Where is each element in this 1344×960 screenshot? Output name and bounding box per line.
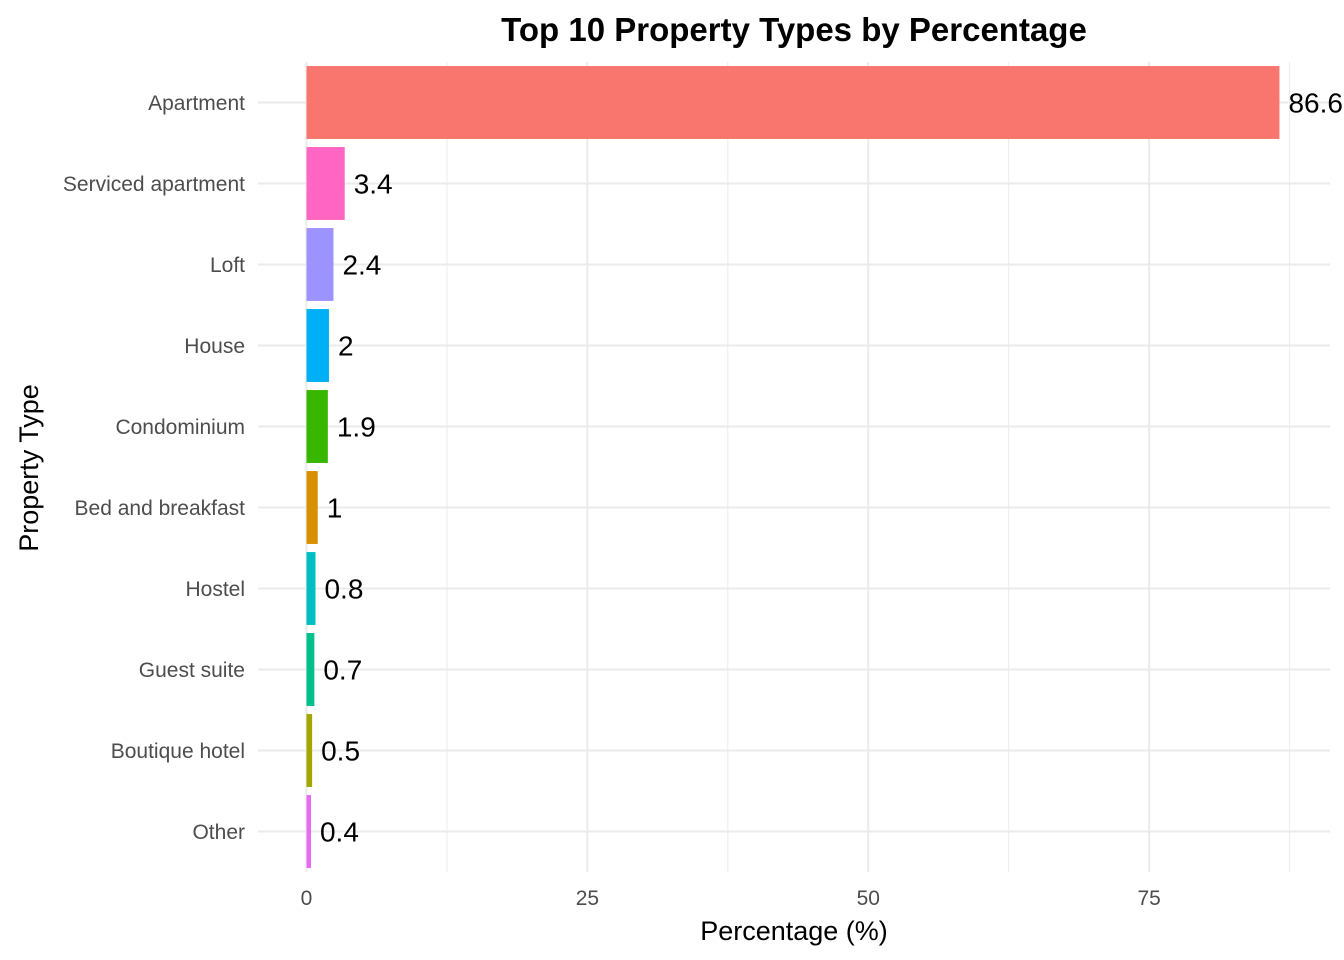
y-tick-label: Serviced apartment (63, 173, 245, 196)
value-label: 1 (327, 493, 343, 524)
y-tick-label: Condominium (115, 416, 245, 439)
y-tick-label: Apartment (148, 92, 245, 115)
y-tick-label: Guest suite (139, 659, 245, 682)
bar (306, 633, 315, 706)
y-axis-title: Property Type (14, 384, 44, 552)
grid-lines (258, 62, 1330, 872)
value-label: 86.6 (1288, 88, 1343, 119)
x-tick-label: 50 (857, 887, 880, 910)
bars (306, 66, 1280, 868)
bar (306, 147, 345, 220)
y-tick-label: Other (192, 821, 245, 844)
bar (306, 552, 316, 625)
y-tick-label: Bed and breakfast (75, 497, 246, 520)
value-label: 0.7 (323, 655, 362, 686)
bar (306, 66, 1280, 139)
bar (306, 471, 318, 544)
value-labels: 86.6 3.4 2.4 2 1.9 1 0.8 0.7 0.5 0.4 (320, 88, 1343, 848)
y-tick-label: House (184, 335, 245, 358)
bar (306, 390, 328, 463)
y-tick-label: Boutique hotel (111, 740, 245, 763)
value-label: 1.9 (337, 412, 376, 443)
x-tick-label: 75 (1137, 887, 1160, 910)
x-tick-label: 0 (301, 887, 313, 910)
y-tick-labels: Apartment Serviced apartment Loft House Cond… (63, 92, 245, 844)
value-label: 3.4 (354, 169, 393, 200)
bar (306, 228, 334, 301)
value-label: 2.4 (342, 250, 381, 281)
y-tick-label: Hostel (185, 578, 245, 601)
value-label: 0.5 (321, 736, 360, 767)
value-label: 0.8 (324, 574, 363, 605)
y-tick-label: Loft (210, 254, 245, 277)
bar (306, 309, 329, 382)
value-label: 0.4 (320, 817, 359, 848)
x-axis-title: Percentage (%) (700, 916, 888, 946)
bar (306, 714, 313, 787)
chart-title: Top 10 Property Types by Percentage (501, 11, 1087, 48)
x-tick-labels: 0 25 50 75 (301, 887, 1161, 910)
bar (306, 795, 311, 868)
value-label: 2 (338, 331, 354, 362)
x-tick-label: 25 (576, 887, 599, 910)
